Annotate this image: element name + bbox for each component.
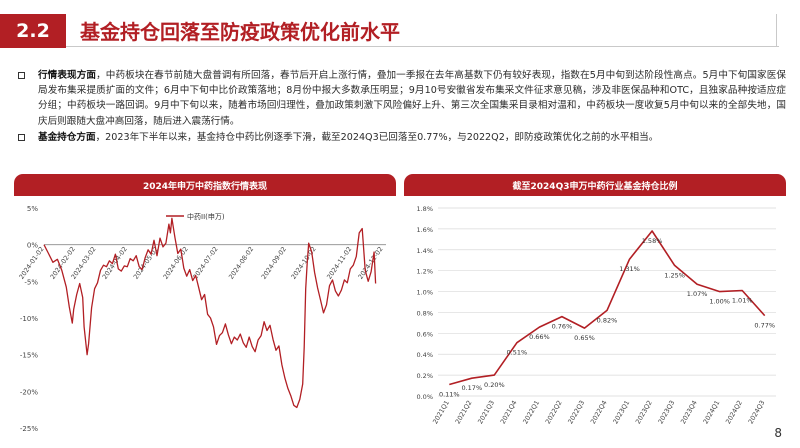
legend-label: 中药II(申万) xyxy=(187,212,225,221)
x-tick-label: 2023Q2 xyxy=(634,399,654,425)
x-tick-label: 2021Q3 xyxy=(476,399,496,425)
x-tick-label: 2023Q1 xyxy=(611,399,631,425)
chart-title: 2024年申万中药指数行情表现 xyxy=(14,174,396,196)
x-tick-label: 2024-08-02 xyxy=(227,245,255,281)
paragraph-text: ，中药板块在春节前随大盘普调有所回落，春节后开启上涨行情，叠加一季报在去年高基数… xyxy=(38,70,786,127)
title-divider xyxy=(66,46,779,47)
data-label: 0.11% xyxy=(439,391,460,399)
y-tick-label: 0% xyxy=(27,242,38,250)
y-tick-label: 0.0% xyxy=(416,393,433,401)
data-label: 0.20% xyxy=(484,381,505,389)
data-label: 0.17% xyxy=(461,384,482,392)
x-tick-label: 2023Q3 xyxy=(657,399,677,425)
x-tick-label: 2024-09-02 xyxy=(260,245,288,281)
square-bullet-icon xyxy=(18,72,25,79)
x-tick-label: 2021Q2 xyxy=(454,399,474,425)
x-tick-label: 2022Q3 xyxy=(566,399,586,425)
paragraph-lead: 行情表现方面 xyxy=(38,70,97,81)
y-tick-label: 0.4% xyxy=(416,351,433,359)
paragraph-market-performance: 行情表现方面，中药板块在春节前随大盘普调有所回落，春节后开启上涨行情，叠加一季报… xyxy=(16,68,786,129)
y-tick-label: -25% xyxy=(20,425,38,433)
y-tick-label: -10% xyxy=(20,315,38,323)
y-tick-label: 0.2% xyxy=(416,372,433,380)
data-label: 1.25% xyxy=(664,271,685,279)
paragraph-text: ，2023年下半年以来，基金持仓中药比例逐季下滑，截至2024Q3已回落至0.7… xyxy=(95,131,659,143)
x-tick-label: 2024Q3 xyxy=(747,399,767,425)
index-performance-chart-svg: 5%0%-5%-10%-15%-20%-25%2024-01-02 2024-02… xyxy=(17,205,386,433)
y-tick-label: 0.6% xyxy=(416,330,433,338)
data-label: 1.07% xyxy=(687,290,708,298)
data-label: 1.58% xyxy=(642,237,663,245)
fund-holding-chart-svg: 0.0% 0.2% 0.4% 0.6% 0.8% 1.0% 1.2% 1.4% 1.6% 1.8%… xyxy=(416,205,776,425)
data-label: 0.76% xyxy=(552,323,573,331)
fund-holding-chart: 截至2024Q3申万中药行业基金持仓比例 0.0% 0.2% 0.4% 0.6% 0.8… xyxy=(404,174,786,444)
y-tick-label: -20% xyxy=(20,388,38,396)
x-tick-label: 2024Q1 xyxy=(702,399,722,425)
data-label: 1.31% xyxy=(619,265,640,273)
y-tick-label: 1.4% xyxy=(416,247,433,255)
series-line xyxy=(449,230,766,386)
x-tick-label: 2021Q1 xyxy=(431,399,451,425)
index-performance-chart: 2024年申万中药指数行情表现 5% 0% -5% -10% -15% -20% -25% 2… xyxy=(14,174,396,444)
x-tick-label: 2024-06-02 xyxy=(162,245,190,281)
data-label: 0.51% xyxy=(507,349,528,357)
x-tick-label: 2024Q2 xyxy=(724,399,744,425)
y-tick-label: 1.0% xyxy=(416,289,433,297)
data-label: 0.82% xyxy=(597,316,618,324)
x-tick-label: 2021Q4 xyxy=(499,399,519,425)
data-label: 0.65% xyxy=(574,334,595,342)
page-title: 基金持仓回落至防疫政策优化前水平 xyxy=(80,20,400,44)
x-tick-label: 2023Q4 xyxy=(679,399,699,425)
data-label: 0.77% xyxy=(754,322,775,330)
y-tick-label: 1.2% xyxy=(416,268,433,276)
data-label: 1.00% xyxy=(709,298,730,306)
data-label: 1.01% xyxy=(732,297,753,305)
data-label: 0.66% xyxy=(529,333,550,341)
x-tick-label: 2022Q2 xyxy=(544,399,564,425)
y-tick-label: -5% xyxy=(24,278,38,286)
section-number-badge: 2.2 xyxy=(0,14,66,48)
y-tick-label: 1.6% xyxy=(416,226,433,234)
y-tick-label: -15% xyxy=(20,352,38,360)
x-tick-label: 2022Q4 xyxy=(589,399,609,425)
title-divider-end xyxy=(776,14,777,47)
paragraph-lead: 基金持仓方面 xyxy=(38,131,96,143)
page-number: 8 xyxy=(774,426,782,440)
y-tick-label: 0.8% xyxy=(416,309,433,317)
y-tick-label: 5% xyxy=(27,205,38,213)
series-line xyxy=(43,217,377,409)
x-tick-label: 2022Q1 xyxy=(521,399,541,425)
paragraph-fund-holdings: 基金持仓方面，2023年下半年以来，基金持仓中药比例逐季下滑，截至2024Q3已… xyxy=(16,130,786,145)
x-tick-label: 2024-01-02 xyxy=(17,245,45,281)
x-tick-label: 2024-04-02 xyxy=(101,245,129,281)
chart-title: 截至2024Q3申万中药行业基金持仓比例 xyxy=(404,174,786,196)
y-tick-label: 1.8% xyxy=(416,205,433,213)
body-text: 行情表现方面，中药板块在春节前随大盘普调有所回落，春节后开启上涨行情，叠加一季报… xyxy=(16,68,786,145)
square-bullet-icon xyxy=(18,133,25,141)
